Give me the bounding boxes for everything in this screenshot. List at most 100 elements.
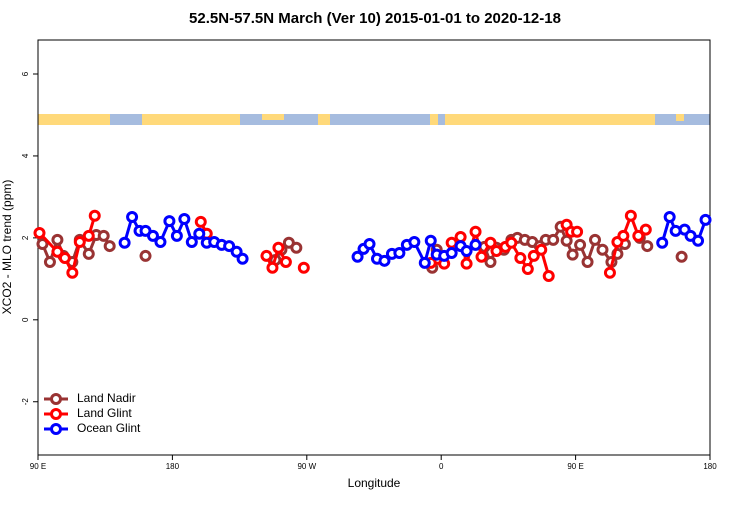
data-point [297,261,310,274]
data-point [126,210,139,223]
data-point [424,234,437,247]
data-point [663,210,676,223]
data-point [639,223,652,236]
data-point [88,209,101,222]
data-point [408,235,421,248]
data-point [475,250,488,263]
x-tick-label: 90 E [30,462,46,471]
data-point [230,245,243,258]
data-point [170,229,183,242]
y-tick-label: -2 [21,398,30,406]
data-point [154,235,167,248]
data-point [589,233,602,246]
data-point [58,251,71,264]
data-point [279,256,292,269]
x-tick-label: 90 W [297,462,316,471]
data-point [146,229,159,242]
data-point [603,266,616,279]
land-band [38,114,110,125]
surface-band [38,114,710,125]
legend-swatch-point [50,393,62,405]
data-point [490,244,503,257]
data-point [33,226,46,239]
data-point [505,236,518,249]
data-point [571,225,584,238]
land-band [262,114,284,120]
y-axis-label: XCO2 - MLO trend (ppm) [0,180,14,315]
chart-title: 52.5N-57.5N March (Ver 10) 2015-01-01 to… [189,10,561,27]
x-tick-label: 0 [439,462,444,471]
land-band [430,114,438,125]
legend-label: Ocean Glint [77,421,141,435]
data-point [484,256,497,269]
data-point [547,233,560,246]
data-point [236,252,249,265]
series-line [265,243,288,272]
data-point [103,240,116,253]
land-band [445,114,655,125]
data-point [632,229,645,242]
data-point [574,238,587,251]
y-tick-label: 0 [21,317,30,322]
data-point [82,229,95,242]
x-tick-label: 180 [703,462,717,471]
data-point [566,248,579,261]
x-tick-label: 180 [166,462,180,471]
data-point [378,254,391,267]
data-point [351,250,364,263]
series [33,209,652,282]
data-point [223,240,236,253]
land-band [318,114,330,125]
data-point [675,250,688,263]
data-point [641,240,654,253]
y-tick-label: 4 [21,153,30,158]
data-point [445,247,458,260]
data-point [514,251,527,264]
data-point [624,209,637,222]
data-point [194,215,207,228]
data-point [699,213,712,226]
data-point [139,249,152,262]
data-point [97,229,110,242]
x-tick-label: 90 E [567,462,583,471]
data-point [469,225,482,238]
data-point [51,233,64,246]
data-point [290,241,303,254]
legend-label: Land Glint [77,406,132,420]
data-point [469,238,482,251]
data-point [185,235,198,248]
land-band [142,114,240,125]
y-tick-label: 2 [21,235,30,240]
data-point [692,234,705,247]
data-point [193,227,206,240]
x-axis-label: Longitude [348,476,401,490]
data-point [484,236,497,249]
data-point [363,238,376,251]
data-point [460,244,473,257]
data-point [73,235,86,248]
legend-swatch-point [50,423,62,435]
data-point [418,256,431,269]
legend-swatch-point [50,408,62,420]
data-point [266,261,279,274]
data-point [118,236,131,249]
land-band [676,114,684,121]
y-tick-label: 6 [21,71,30,76]
data-point [617,229,630,242]
data-point [596,243,609,256]
data-point [43,256,56,269]
data-point [272,241,285,254]
data-point [460,257,473,270]
data-point [535,243,548,256]
ocean-band [38,114,710,125]
data-point [656,236,669,249]
series [118,210,712,269]
legend-label: Land Nadir [77,391,136,405]
data-point [178,213,191,226]
data-point [521,263,534,276]
data-point [163,215,176,228]
data-point [66,266,79,279]
data-point [393,247,406,260]
